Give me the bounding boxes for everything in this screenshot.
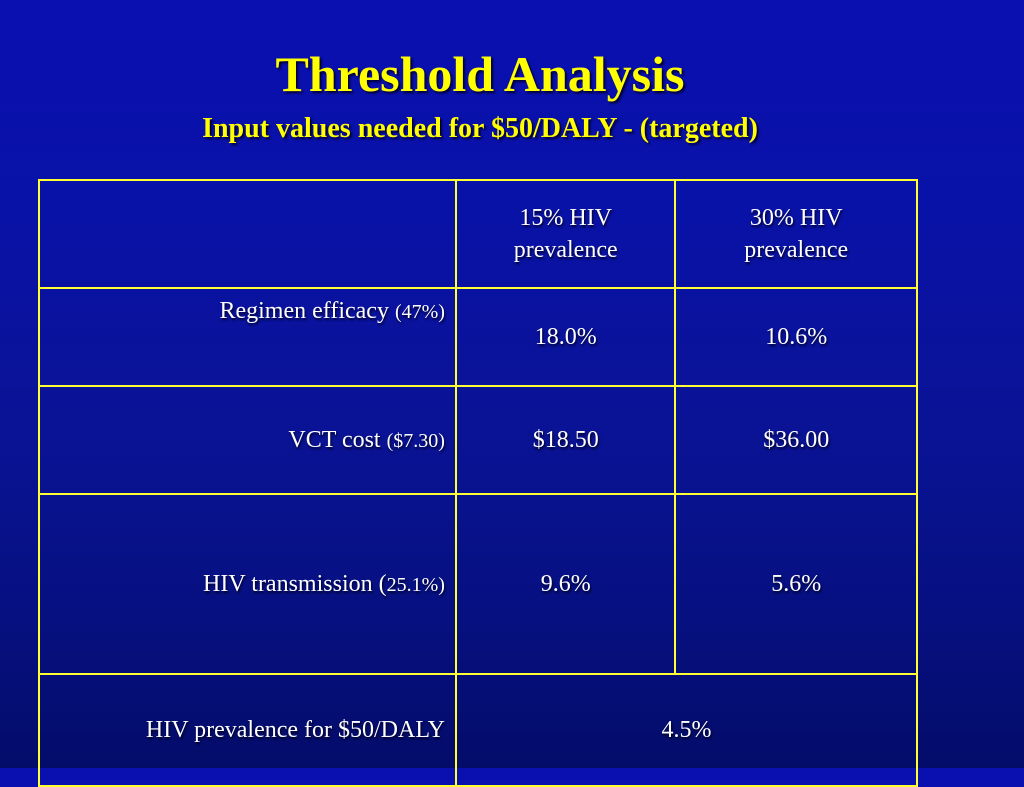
header-corner-cell (38, 179, 457, 289)
header-30pct-line2: prevalence (744, 237, 849, 263)
slide-title: Threshold Analysis (275, 46, 685, 102)
header-15pct-line2: prevalence (513, 237, 618, 263)
header-30pct-line1: 30% HIV (749, 205, 843, 231)
header-15pct-line1: 15% HIV (519, 205, 613, 231)
row-label-hiv-prevalence-threshold: HIV prevalence for $50/DALY (38, 673, 457, 787)
row-label-text: Regimen efficacy (219, 298, 389, 324)
cell-15pct-value: 9.6% (454, 493, 677, 675)
row-label-regimen-efficacy: Regimen efficacy (47%) (38, 287, 457, 387)
row-label-text: HIV prevalence for $50/DALY (145, 717, 445, 743)
row-label-vct-cost: VCT cost ($7.30) (38, 385, 457, 495)
row-base-value: 25.1%) (386, 573, 445, 596)
table-row: HIV transmission (25.1%) 9.6% 5.6% (38, 493, 918, 675)
row-label-text: VCT cost (288, 426, 381, 453)
threshold-table: 15% HIV prevalence 30% HIV prevalence Re… (38, 179, 919, 787)
table-row: VCT cost ($7.30) $18.50 $36.00 (38, 385, 918, 495)
cell-30pct-value: 5.6% (674, 493, 918, 675)
header-15pct-prevalence: 15% HIV prevalence (454, 179, 677, 289)
cell-30pct-value: 10.6% (674, 287, 918, 387)
header-30pct-prevalence: 30% HIV prevalence (674, 179, 918, 289)
table-header-row: 15% HIV prevalence 30% HIV prevalence (38, 179, 918, 289)
slide-subtitle: Input values needed for $50/DALY - (targ… (202, 113, 758, 144)
cell-15pct-value: 18.0% (454, 287, 677, 387)
cell-15pct-value: $18.50 (454, 385, 677, 495)
table-row: HIV prevalence for $50/DALY 4.5% (38, 673, 919, 787)
row-base-value: (47%) (394, 301, 445, 323)
cell-merged-value: 4.5% (454, 673, 919, 787)
cell-30pct-value: $36.00 (674, 385, 918, 495)
row-base-value: ($7.30) (386, 429, 445, 452)
row-label-text: HIV transmission ( (203, 570, 387, 597)
table-row: Regimen efficacy (47%) 18.0% 10.6% (38, 287, 918, 387)
row-label-hiv-transmission: HIV transmission (25.1%) (38, 493, 457, 675)
